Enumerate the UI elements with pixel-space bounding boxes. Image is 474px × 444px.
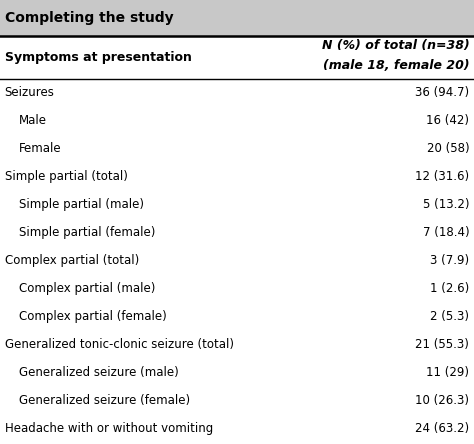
Text: 5 (13.2): 5 (13.2) bbox=[423, 198, 469, 211]
Text: 10 (26.3): 10 (26.3) bbox=[415, 394, 469, 407]
Text: Seizures: Seizures bbox=[5, 86, 55, 99]
Text: 11 (29): 11 (29) bbox=[426, 366, 469, 379]
Text: (male 18, female 20): (male 18, female 20) bbox=[323, 59, 469, 72]
Text: Complex partial (total): Complex partial (total) bbox=[5, 254, 139, 267]
Text: 16 (42): 16 (42) bbox=[426, 114, 469, 127]
Text: Male: Male bbox=[19, 114, 47, 127]
Text: 21 (55.3): 21 (55.3) bbox=[415, 338, 469, 351]
Text: Simple partial (male): Simple partial (male) bbox=[19, 198, 144, 211]
Bar bbox=[0, 0, 474, 36]
Text: N (%) of total (n=38): N (%) of total (n=38) bbox=[321, 39, 469, 52]
Text: Generalized tonic-clonic seizure (total): Generalized tonic-clonic seizure (total) bbox=[5, 338, 234, 351]
Text: 36 (94.7): 36 (94.7) bbox=[415, 86, 469, 99]
Text: Generalized seizure (female): Generalized seizure (female) bbox=[19, 394, 190, 407]
Text: Complex partial (male): Complex partial (male) bbox=[19, 282, 155, 295]
Text: 1 (2.6): 1 (2.6) bbox=[430, 282, 469, 295]
Text: 20 (58): 20 (58) bbox=[427, 142, 469, 155]
Text: Simple partial (female): Simple partial (female) bbox=[19, 226, 155, 239]
Text: 3 (7.9): 3 (7.9) bbox=[430, 254, 469, 267]
Text: 7 (18.4): 7 (18.4) bbox=[423, 226, 469, 239]
Text: 2 (5.3): 2 (5.3) bbox=[430, 310, 469, 323]
Text: Completing the study: Completing the study bbox=[5, 11, 173, 25]
Text: Symptoms at presentation: Symptoms at presentation bbox=[5, 51, 191, 64]
Text: Complex partial (female): Complex partial (female) bbox=[19, 310, 167, 323]
Text: 12 (31.6): 12 (31.6) bbox=[415, 170, 469, 183]
Text: 24 (63.2): 24 (63.2) bbox=[415, 422, 469, 435]
Text: Simple partial (total): Simple partial (total) bbox=[5, 170, 128, 183]
Text: Headache with or without vomiting: Headache with or without vomiting bbox=[5, 422, 213, 435]
Text: Generalized seizure (male): Generalized seizure (male) bbox=[19, 366, 179, 379]
Text: Female: Female bbox=[19, 142, 62, 155]
